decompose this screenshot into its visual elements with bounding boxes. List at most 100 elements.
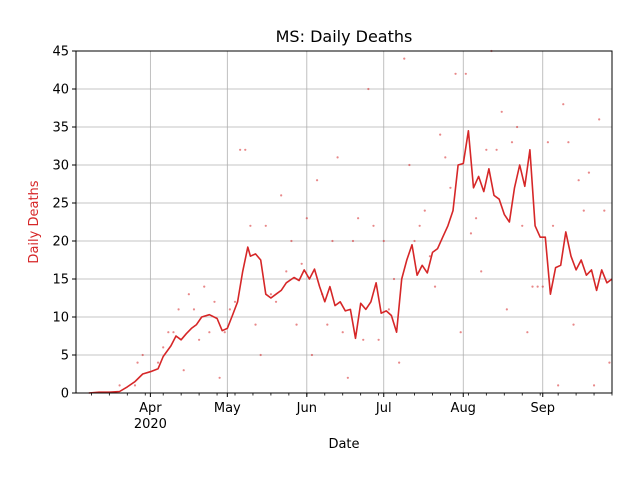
grid: [76, 50, 612, 394]
scatter-point: [598, 118, 601, 121]
scatter-point: [413, 239, 416, 243]
scatter-point: [249, 224, 252, 227]
scatter-point: [557, 384, 560, 387]
scatter-point: [592, 384, 596, 387]
scatter-point: [274, 300, 278, 303]
scatter-point: [500, 110, 503, 113]
scatter-point: [480, 270, 483, 273]
y-axis-ticks: 0 5 10 15 20 25 30 35 40 45: [52, 45, 76, 402]
scatter-point: [305, 217, 308, 220]
x-axis-label: Date: [328, 437, 359, 452]
scatter-point: [439, 133, 442, 136]
scatter-point: [449, 186, 452, 189]
scatter-point: [526, 331, 529, 334]
scatter-point: [536, 285, 539, 288]
y-tick-label: 45: [52, 45, 69, 60]
x-tick-label: Jun: [296, 401, 317, 416]
scatter-point: [315, 179, 319, 182]
scatter-point: [510, 141, 514, 144]
scatter-point: [516, 125, 519, 129]
scatter-point: [367, 87, 370, 91]
scatter-point: [136, 361, 139, 364]
scatter-point: [485, 148, 488, 151]
scatter-point: [546, 141, 549, 144]
scatter-point: [331, 239, 334, 243]
scatter-point: [192, 308, 196, 311]
scatter-point: [156, 361, 160, 364]
y-tick-label: 15: [52, 273, 69, 288]
scatter-point: [118, 384, 121, 387]
x-tick-sublabel: 2020: [134, 417, 167, 432]
scatter-point: [203, 285, 206, 288]
scatter-point: [469, 232, 473, 235]
scatter-point: [454, 72, 457, 75]
scatter-point: [582, 209, 585, 212]
scatter-point: [464, 72, 467, 75]
y-tick-label: 10: [52, 311, 69, 326]
x-tick-label: Aug: [451, 401, 476, 416]
scatter-point: [326, 323, 329, 326]
scatter-point: [362, 338, 365, 341]
scatter-point: [351, 239, 355, 243]
scatter-point: [167, 331, 170, 334]
scatter-point: [505, 308, 508, 311]
scatter-point: [223, 331, 226, 334]
scatter-point: [603, 209, 606, 212]
chart-title: MS: Daily Deaths: [276, 27, 413, 46]
scatter-point: [372, 224, 375, 227]
scatter-point: [382, 239, 385, 243]
scatter-point: [433, 285, 437, 288]
scatter-point: [551, 224, 555, 227]
scatter-point: [182, 369, 185, 372]
scatter-point: [531, 285, 534, 288]
scatter-point: [408, 163, 411, 167]
x-tick-label: Sep: [530, 401, 555, 416]
scatter-point: [228, 308, 231, 311]
scatter-point: [398, 361, 401, 364]
scatter-point: [418, 224, 421, 227]
scatter-point: [336, 156, 339, 159]
scatter-point: [300, 262, 303, 265]
scatter-point: [233, 300, 237, 303]
scatter-point: [562, 103, 565, 106]
scatter-point: [444, 156, 447, 159]
scatter-point: [577, 179, 580, 182]
y-tick-label: 5: [61, 349, 69, 364]
scatter-point: [474, 217, 478, 220]
x-tick-label: Apr: [139, 401, 162, 416]
y-tick-label: 25: [52, 197, 69, 212]
scatter-point: [403, 57, 406, 60]
scatter-point: [572, 323, 575, 326]
scatter-point: [392, 277, 396, 281]
scatter-point: [239, 148, 242, 151]
x-tick-label: May: [214, 401, 241, 416]
scatter-point: [172, 331, 175, 334]
y-tick-label: 0: [61, 387, 69, 402]
scatter-point: [264, 224, 267, 227]
scatter-point: [259, 353, 262, 357]
scatter-point: [521, 224, 524, 227]
y-axis-label: Daily Deaths: [27, 180, 42, 263]
series-line: [88, 130, 613, 394]
scatter-point: [141, 353, 144, 357]
scatter-point: [567, 141, 570, 144]
scatter-point: [198, 338, 201, 341]
y-tick-label: 35: [52, 121, 69, 136]
scatter-point: [254, 323, 257, 326]
scatter-point: [310, 353, 314, 357]
scatter-point: [587, 171, 591, 174]
daily-values-scatter: [118, 49, 611, 387]
y-tick-label: 30: [52, 159, 69, 174]
scatter-point: [218, 376, 221, 379]
scatter-point: [387, 308, 390, 311]
scatter-point: [541, 285, 544, 288]
scatter-point: [244, 148, 247, 151]
scatter-point: [213, 300, 216, 303]
scatter-point: [346, 376, 349, 379]
scatter-point: [269, 293, 273, 296]
y-tick-label: 40: [52, 83, 69, 98]
scatter-point: [428, 255, 432, 258]
x-tick-label: Jul: [375, 401, 392, 416]
